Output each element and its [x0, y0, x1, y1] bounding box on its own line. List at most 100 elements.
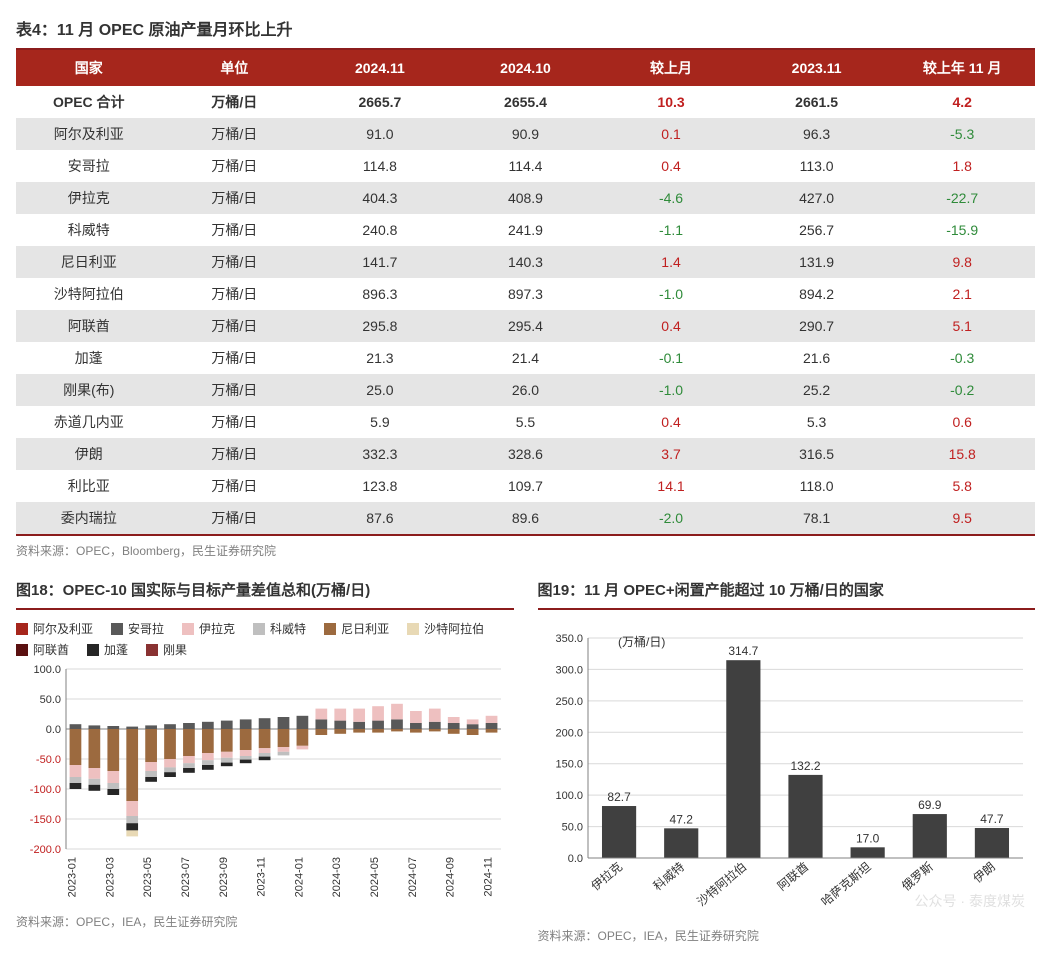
chart18-legend: 阿尔及利亚安哥拉伊拉克科威特尼日利亚沙特阿拉伯阿联酋加蓬刚果 — [16, 618, 514, 664]
table-cell: 沙特阿拉伯 — [16, 278, 162, 310]
table-cell: 290.7 — [744, 310, 890, 342]
table-cell: 109.7 — [453, 470, 599, 502]
table-cell: 万桶/日 — [162, 214, 308, 246]
table-cell: 赤道几内亚 — [16, 406, 162, 438]
chart18-source: 资料来源：OPEC，IEA，民生证券研究院 — [16, 907, 514, 944]
table-cell: -4.6 — [598, 182, 744, 214]
table-cell: 295.4 — [453, 310, 599, 342]
svg-text:沙特阿拉伯: 沙特阿拉伯 — [693, 859, 749, 909]
table-cell: 万桶/日 — [162, 246, 308, 278]
legend-label: 安哥拉 — [128, 620, 164, 637]
table-cell: 240.8 — [307, 214, 453, 246]
table-cell: 0.4 — [598, 310, 744, 342]
table-cell: 118.0 — [744, 470, 890, 502]
table-cell: 阿尔及利亚 — [16, 118, 162, 150]
table-cell: 87.6 — [307, 502, 453, 535]
table-header-cell: 国家 — [16, 50, 162, 86]
legend-swatch — [16, 644, 28, 656]
table-cell: 404.3 — [307, 182, 453, 214]
chart18-area: -200.0-150.0-100.0-50.00.050.0100.02023-… — [16, 664, 514, 907]
table-cell: 408.9 — [453, 182, 599, 214]
svg-text:250.0: 250.0 — [555, 696, 583, 708]
legend-label: 伊拉克 — [199, 620, 235, 637]
legend-item: 刚果 — [146, 641, 187, 658]
table-cell: 21.4 — [453, 342, 599, 374]
table-cell: 万桶/日 — [162, 310, 308, 342]
table-cell: 2661.5 — [744, 86, 890, 118]
svg-text:2023-05: 2023-05 — [142, 857, 154, 897]
table-cell: 2665.7 — [307, 86, 453, 118]
svg-text:2023-07: 2023-07 — [180, 857, 192, 897]
table-cell: 万桶/日 — [162, 438, 308, 470]
svg-text:科威特: 科威特 — [649, 859, 686, 894]
chart19-title: 图19：11 月 OPEC+闲置产能超过 10 万桶/日的国家 — [538, 573, 1036, 610]
table-cell: 140.3 — [453, 246, 599, 278]
svg-text:0.0: 0.0 — [567, 853, 582, 865]
table-cell: 241.9 — [453, 214, 599, 246]
svg-text:俄罗斯: 俄罗斯 — [899, 860, 936, 894]
svg-text:314.7: 314.7 — [728, 644, 758, 658]
table-row: 赤道几内亚万桶/日5.95.50.45.30.6 — [16, 406, 1035, 438]
table-source: 资料来源：OPEC，Bloomberg，民生证券研究院 — [16, 536, 1035, 573]
table-row: 阿尔及利亚万桶/日91.090.90.196.3-5.3 — [16, 118, 1035, 150]
legend-item: 安哥拉 — [111, 620, 164, 637]
table-cell: 25.0 — [307, 374, 453, 406]
svg-text:47.7: 47.7 — [980, 812, 1004, 826]
table-cell: 1.4 — [598, 246, 744, 278]
svg-text:150.0: 150.0 — [555, 759, 583, 771]
table-header-cell: 单位 — [162, 50, 308, 86]
table-row: 阿联酋万桶/日295.8295.40.4290.75.1 — [16, 310, 1035, 342]
table-cell: 万桶/日 — [162, 278, 308, 310]
table-header-cell: 较上年 11 月 — [889, 50, 1035, 86]
table-cell: 科威特 — [16, 214, 162, 246]
svg-text:132.2: 132.2 — [790, 759, 820, 773]
svg-text:2024-07: 2024-07 — [407, 857, 419, 897]
table-row: 伊朗万桶/日332.3328.63.7316.515.8 — [16, 438, 1035, 470]
table-cell: 加蓬 — [16, 342, 162, 374]
table-cell: 4.2 — [889, 86, 1035, 118]
svg-text:2024-09: 2024-09 — [445, 857, 457, 897]
table-cell: 78.1 — [744, 502, 890, 535]
table-cell: 刚果(布) — [16, 374, 162, 406]
svg-text:350.0: 350.0 — [555, 633, 583, 645]
table-row: OPEC 合计万桶/日2665.72655.410.32661.54.2 — [16, 86, 1035, 118]
legend-label: 沙特阿拉伯 — [424, 620, 484, 637]
table-cell: 5.5 — [453, 406, 599, 438]
table-cell: 316.5 — [744, 438, 890, 470]
table-cell: 328.6 — [453, 438, 599, 470]
table-row: 沙特阿拉伯万桶/日896.3897.3-1.0894.22.1 — [16, 278, 1035, 310]
table-cell: 2.1 — [889, 278, 1035, 310]
table-cell: 332.3 — [307, 438, 453, 470]
table-cell: 25.2 — [744, 374, 890, 406]
legend-swatch — [253, 623, 265, 635]
table-cell: 9.8 — [889, 246, 1035, 278]
legend-label: 加蓬 — [104, 641, 128, 658]
svg-text:100.0: 100.0 — [33, 664, 61, 676]
svg-text:(万桶/日): (万桶/日) — [618, 634, 665, 649]
table-cell: 114.4 — [453, 150, 599, 182]
legend-label: 刚果 — [163, 641, 187, 658]
table-cell: 15.8 — [889, 438, 1035, 470]
legend-label: 科威特 — [270, 620, 306, 637]
table-cell: 伊拉克 — [16, 182, 162, 214]
svg-text:哈萨克斯坦: 哈萨克斯坦 — [818, 860, 873, 909]
svg-text:-150.0: -150.0 — [30, 814, 61, 826]
svg-text:2023-11: 2023-11 — [256, 857, 268, 897]
svg-text:2024-03: 2024-03 — [331, 857, 343, 897]
table-cell: 91.0 — [307, 118, 453, 150]
table-row: 尼日利亚万桶/日141.7140.31.4131.99.8 — [16, 246, 1035, 278]
table-cell: 安哥拉 — [16, 150, 162, 182]
svg-text:阿联酋: 阿联酋 — [774, 859, 811, 894]
svg-text:伊拉克: 伊拉克 — [587, 859, 624, 894]
table-row: 委内瑞拉万桶/日87.689.6-2.078.19.5 — [16, 502, 1035, 535]
svg-text:47.2: 47.2 — [669, 812, 693, 826]
svg-text:0.0: 0.0 — [46, 724, 61, 736]
legend-item: 阿尔及利亚 — [16, 620, 93, 637]
table-header-cell: 较上月 — [598, 50, 744, 86]
table-cell: 伊朗 — [16, 438, 162, 470]
table-cell: 万桶/日 — [162, 150, 308, 182]
table-row: 刚果(布)万桶/日25.026.0-1.025.2-0.2 — [16, 374, 1035, 406]
table-cell: 26.0 — [453, 374, 599, 406]
svg-text:50.0: 50.0 — [561, 822, 582, 834]
svg-text:17.0: 17.0 — [855, 831, 879, 845]
